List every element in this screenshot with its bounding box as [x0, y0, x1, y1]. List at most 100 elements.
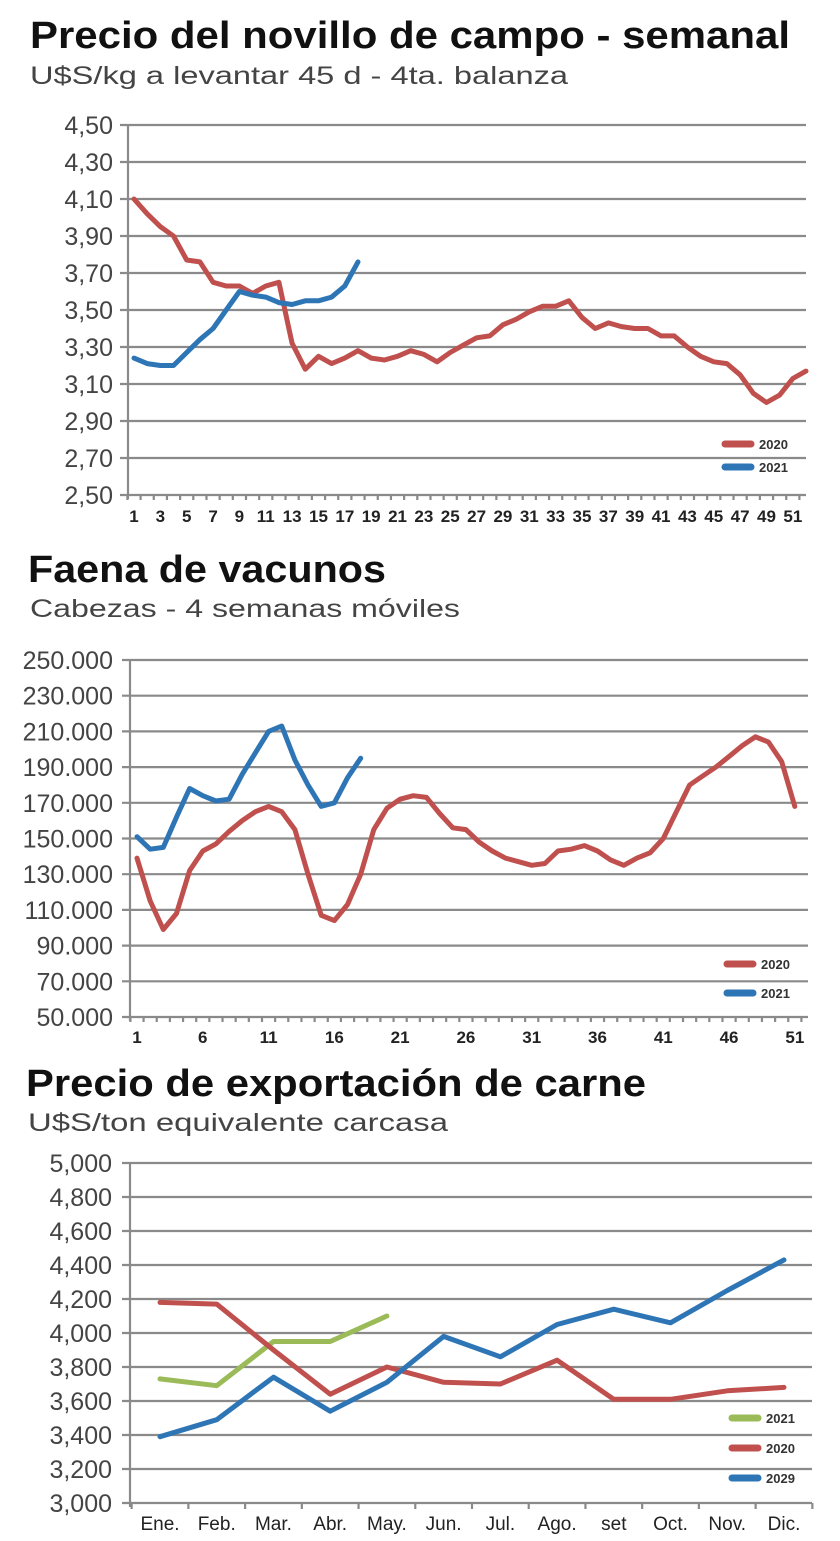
x-tick-label: Feb.	[198, 1514, 236, 1535]
series-line-2020	[134, 734, 798, 932]
y-tick-label: 2,90	[64, 408, 113, 436]
x-tick-label: 27	[467, 507, 486, 526]
series-line-2020	[131, 196, 809, 405]
x-tick-label: 47	[731, 507, 750, 526]
y-tick-label: 4,000	[49, 1320, 112, 1348]
x-tick-label: 46	[720, 1028, 739, 1047]
y-tick-label: 2,70	[64, 445, 113, 473]
x-tick-label: Jun.	[426, 1514, 462, 1535]
y-tick-label: 3,30	[64, 334, 113, 362]
x-tick-label: 19	[362, 507, 381, 526]
series-line-2020	[157, 1299, 787, 1402]
y-tick-label: 3,000	[49, 1490, 112, 1518]
chart3-title: Precio de exportación de carne	[26, 1063, 646, 1105]
y-tick-label: 3,600	[49, 1388, 112, 1416]
x-tick-label: Dic.	[768, 1514, 801, 1535]
legend-label: 2020	[761, 957, 790, 972]
chart2-subtitle: Cabezas - 4 semanas móviles	[30, 595, 460, 623]
series-line-2021	[134, 723, 364, 852]
y-tick-label: 110.000	[24, 897, 113, 925]
y-tick-label: 3,90	[64, 223, 113, 251]
chart3-plot: 3,000 3,200 3,400 3,600 3,800 4,000 4,200 4,400…	[49, 1150, 814, 1535]
x-tick-label: 37	[599, 507, 618, 526]
x-tick-label: 9	[235, 507, 244, 526]
x-tick-label: 51	[785, 1028, 804, 1047]
y-tick-label: 50.000	[37, 1004, 113, 1032]
x-tick-label: 33	[546, 507, 565, 526]
y-tick-label: 3,10	[64, 371, 113, 399]
legend-label: 2021	[759, 460, 788, 475]
x-tick-label: 3	[156, 507, 165, 526]
y-tick-label: 4,200	[49, 1286, 112, 1314]
x-tick-label: 35	[573, 507, 592, 526]
legend-label: 2020	[766, 1441, 795, 1456]
x-tick-label: 43	[678, 507, 697, 526]
x-tick-label: 25	[441, 507, 460, 526]
chart2-plot: 50.000 70.000 90.000 110.000 130.000 150.000 1…	[23, 647, 808, 1047]
x-tick-label: 39	[625, 507, 644, 526]
x-tick-label: Jul.	[486, 1514, 516, 1535]
y-tick-label: 4,400	[49, 1252, 112, 1280]
chart1-title: Precio del novillo de campo - semanal	[30, 15, 790, 57]
chart1-subtitle: U$S/kg a levantar 45 d - 4ta. balanza	[30, 62, 568, 90]
y-tick-label: 3,800	[49, 1354, 112, 1382]
x-tick-label: 21	[388, 507, 407, 526]
x-tick-label: 41	[652, 507, 671, 526]
x-tick-label: set	[601, 1514, 627, 1535]
chart2-title: Faena de vacunos	[28, 549, 386, 591]
y-tick-label: 3,70	[64, 260, 113, 288]
x-tick-label: 15	[309, 507, 328, 526]
x-tick-label: 21	[391, 1028, 410, 1047]
y-tick-label: 3,50	[64, 297, 113, 325]
x-tick-label: 49	[757, 507, 776, 526]
y-tick-label: 3,400	[49, 1422, 112, 1450]
y-tick-label: 170.000	[23, 790, 113, 818]
legend-label: 2021	[761, 986, 790, 1001]
x-tick-label: 23	[414, 507, 433, 526]
x-tick-label: 16	[325, 1028, 344, 1047]
x-tick-label: 26	[456, 1028, 475, 1047]
series-line-2021	[131, 259, 361, 368]
x-tick-label: 13	[283, 507, 302, 526]
x-tick-label: 51	[783, 507, 802, 526]
x-tick-label: Ago.	[538, 1514, 577, 1535]
x-tick-label: 6	[198, 1028, 207, 1047]
y-tick-label: 3,200	[49, 1456, 112, 1484]
x-tick-label: 31	[522, 1028, 541, 1047]
y-tick-label: 150.000	[23, 826, 113, 854]
y-tick-label: 2,50	[64, 482, 113, 510]
x-tick-label: 1	[132, 1028, 141, 1047]
x-tick-label: 45	[704, 507, 723, 526]
x-tick-label: 29	[493, 507, 512, 526]
y-tick-label: 210.000	[23, 718, 113, 746]
x-tick-label: 17	[335, 507, 354, 526]
y-tick-label: 190.000	[23, 754, 113, 782]
x-tick-label: 5	[182, 507, 191, 526]
y-tick-label: 250.000	[23, 647, 113, 675]
y-tick-label: 70.000	[37, 968, 113, 996]
x-tick-label: 41	[654, 1028, 673, 1047]
x-tick-label: 7	[208, 507, 217, 526]
x-tick-label: Ene.	[140, 1514, 179, 1535]
x-tick-label: Abr.	[313, 1514, 347, 1535]
y-tick-label: 4,600	[49, 1218, 112, 1246]
x-tick-label: 11	[260, 1028, 278, 1047]
x-tick-label: 36	[588, 1028, 607, 1047]
legend-label: 2029	[766, 1471, 795, 1486]
legend-label: 2020	[759, 437, 788, 452]
y-tick-label: 130.000	[23, 861, 113, 889]
chart3-subtitle: U$S/ton equivalente carcasa	[28, 1109, 448, 1137]
x-tick-label: 11	[257, 507, 275, 526]
legend-label: 2021	[766, 1411, 795, 1426]
y-tick-label: 4,30	[64, 149, 113, 177]
x-tick-label: 31	[520, 507, 539, 526]
x-tick-label: Nov.	[708, 1514, 746, 1535]
chart1-plot: 2,50 2,70 2,90 3,10 3,30 3,50 3,70 3,90 4,10 4,30…	[64, 112, 809, 526]
series-line-2021	[157, 1313, 390, 1389]
y-tick-label: 4,800	[49, 1184, 112, 1212]
y-tick-label: 230.000	[23, 683, 113, 711]
x-tick-label: May.	[367, 1514, 407, 1535]
x-tick-label: Mar.	[255, 1514, 292, 1535]
series-line-2029	[157, 1257, 787, 1440]
